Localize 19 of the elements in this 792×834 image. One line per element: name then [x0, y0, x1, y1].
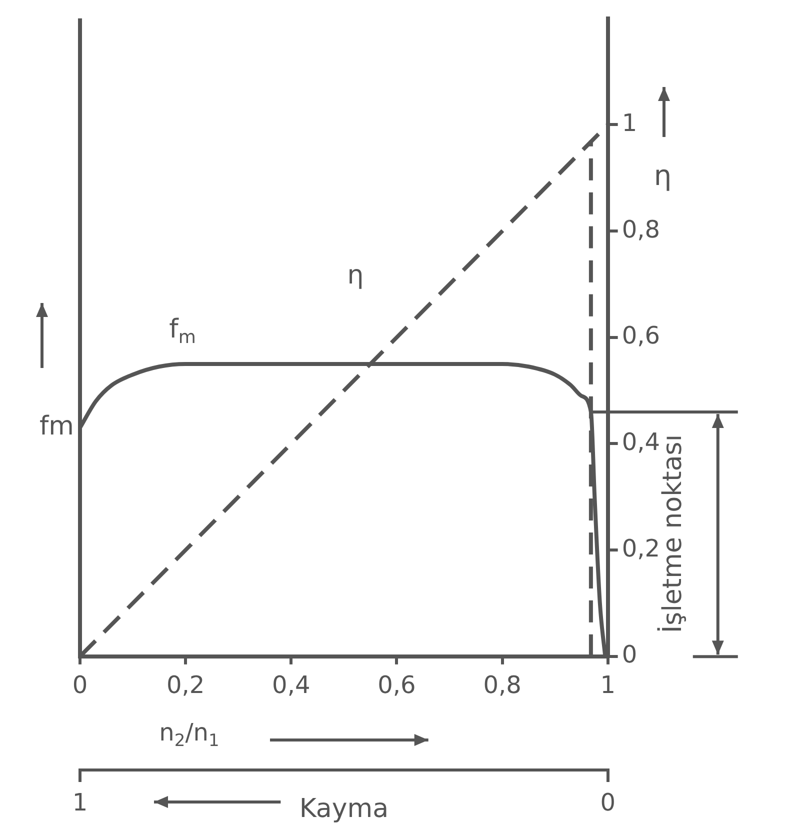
x-tick-label: 0,8: [483, 671, 522, 700]
text: η: [347, 260, 364, 291]
x2-tick-label: 0: [600, 788, 616, 817]
y-tick-label: 0,4: [622, 428, 660, 456]
y-tick-label: 0,8: [622, 215, 660, 244]
y-tick-label: 1: [622, 108, 638, 137]
y-tick-label: 0: [622, 640, 638, 669]
x-tick-label: 0,6: [378, 671, 416, 700]
text: fm: [40, 412, 74, 442]
y-axis-title: η: [654, 159, 672, 192]
x-tick-label: 0,2: [166, 671, 205, 700]
x-tick-label: 0: [72, 671, 88, 700]
x-tick-label: 1: [600, 671, 616, 700]
x2-axis-title: Kayma: [299, 794, 388, 824]
y-tick-label: 0,2: [622, 534, 660, 562]
y-tick-label: 0,6: [622, 322, 660, 350]
x-tick-label: 0,4: [272, 671, 310, 700]
annotation: İşletme noktası: [658, 434, 688, 636]
x2-tick-label: 1: [72, 788, 88, 817]
